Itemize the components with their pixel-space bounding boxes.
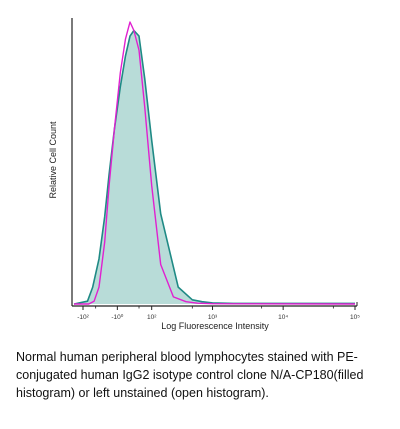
x-tick-label: -10⁰ (111, 313, 123, 321)
x-tick-label: 10⁵ (350, 314, 360, 321)
open-histogram-line (74, 21, 356, 305)
x-axis-title: Log Fluorescence Intensity (161, 321, 269, 331)
x-tick-label: -10² (77, 314, 89, 321)
x-tick-label: 10² (147, 314, 157, 321)
figure-caption: Normal human peripheral blood lymphocyte… (16, 350, 364, 400)
histogram-chart: -10² -10⁰ 10² 10³ 10⁴ 10⁵ Log Fluorescence In… (48, 18, 360, 331)
series-layer (73, 21, 356, 305)
y-axis-title: Relative Cell Count (48, 121, 58, 199)
x-tick-label: 10⁴ (278, 314, 288, 321)
filled-histogram-area (74, 30, 355, 304)
axes-layer: -10² -10⁰ 10² 10³ 10⁴ 10⁵ (71, 18, 360, 321)
x-tick-label: 10³ (208, 314, 218, 321)
